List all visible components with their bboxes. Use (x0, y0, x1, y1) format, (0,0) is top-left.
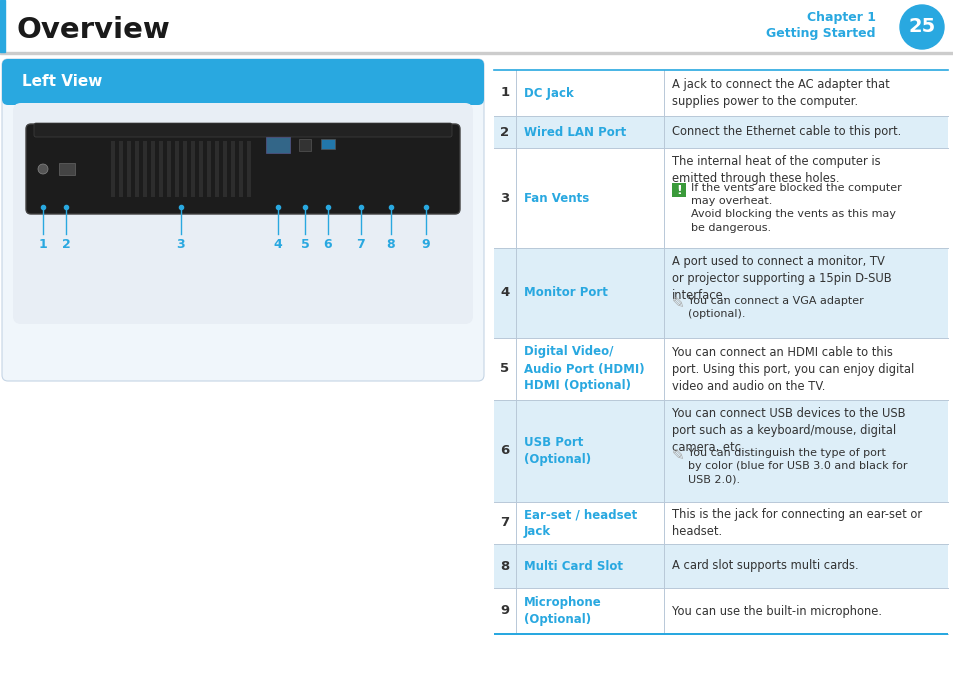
Bar (151, 141, 154, 197)
Bar (231, 141, 234, 197)
Text: Overview: Overview (16, 16, 170, 44)
Text: 9: 9 (500, 605, 509, 617)
Bar (119, 141, 123, 197)
Text: 5: 5 (300, 238, 309, 251)
Text: Microphone
(Optional): Microphone (Optional) (523, 596, 601, 626)
Text: Ear-set / headset
Jack: Ear-set / headset Jack (523, 508, 637, 538)
Bar (494, 116, 947, 148)
Text: Wired LAN Port: Wired LAN Port (523, 125, 625, 139)
Bar (135, 141, 139, 197)
Text: You can connect USB devices to the USB
port such as a keyboard/mouse, digital
ca: You can connect USB devices to the USB p… (671, 407, 904, 454)
Bar (494, 248, 947, 338)
FancyBboxPatch shape (13, 103, 473, 324)
Bar (494, 544, 947, 588)
Bar (239, 141, 243, 197)
Bar (494, 633, 947, 635)
Bar (320, 139, 335, 149)
Bar (494, 148, 947, 248)
Text: 5: 5 (500, 362, 509, 376)
Text: If the vents are blocked the computer
may overheat.
Avoid blocking the vents as : If the vents are blocked the computer ma… (690, 183, 901, 233)
Text: Left View: Left View (22, 74, 102, 89)
Bar (494, 588, 947, 634)
Text: You can connect an HDMI cable to this
port. Using this port, you can enjoy digit: You can connect an HDMI cable to this po… (671, 345, 913, 393)
Text: DC Jack: DC Jack (523, 87, 573, 100)
Text: 25: 25 (907, 18, 935, 37)
Bar (223, 141, 227, 197)
Bar (494, 70, 947, 116)
Bar (266, 137, 290, 153)
FancyBboxPatch shape (2, 59, 483, 105)
Text: 6: 6 (323, 238, 332, 251)
Text: 7: 7 (356, 238, 365, 251)
Text: Chapter 1: Chapter 1 (806, 12, 875, 24)
Bar (298, 139, 311, 151)
Text: Fan Vents: Fan Vents (523, 192, 589, 204)
Text: 1: 1 (500, 87, 509, 100)
Bar (247, 141, 251, 197)
Text: Getting Started: Getting Started (765, 28, 875, 41)
Text: 2: 2 (500, 125, 509, 139)
Bar (214, 141, 219, 197)
Text: A port used to connect a monitor, TV
or projector supporting a 15pin D-SUB
inter: A port used to connect a monitor, TV or … (671, 255, 891, 302)
Text: 1: 1 (38, 238, 48, 251)
Bar (167, 141, 171, 197)
Bar (0, 52, 953, 53)
Text: 8: 8 (386, 238, 395, 251)
Text: You can use the built-in microphone.: You can use the built-in microphone. (671, 605, 882, 617)
Text: Multi Card Slot: Multi Card Slot (523, 559, 622, 573)
Text: Digital Video/
Audio Port (HDMI)
HDMI (Optional): Digital Video/ Audio Port (HDMI) HDMI (O… (523, 345, 644, 393)
Text: 3: 3 (500, 192, 509, 204)
Text: 6: 6 (500, 445, 509, 458)
Text: ✎: ✎ (671, 296, 684, 311)
Text: 4: 4 (500, 286, 509, 299)
Text: !: ! (676, 183, 681, 196)
Bar (494, 400, 947, 502)
FancyBboxPatch shape (26, 124, 459, 214)
Text: 9: 9 (421, 238, 430, 251)
Text: Monitor Port: Monitor Port (523, 286, 607, 299)
Bar (0, 0, 5, 52)
FancyBboxPatch shape (2, 59, 483, 381)
Bar (111, 141, 115, 197)
Bar (207, 141, 211, 197)
Text: 4: 4 (274, 238, 282, 251)
Bar (127, 141, 131, 197)
Bar (671, 183, 685, 197)
Bar (183, 141, 187, 197)
Text: The internal heat of the computer is
emitted through these holes.: The internal heat of the computer is emi… (671, 155, 880, 185)
Text: This is the jack for connecting an ear-set or
headset.: This is the jack for connecting an ear-s… (671, 508, 922, 538)
Bar (494, 338, 947, 400)
Bar (199, 141, 203, 197)
Bar (59, 163, 75, 175)
Bar (174, 141, 179, 197)
Text: A card slot supports multi cards.: A card slot supports multi cards. (671, 559, 858, 573)
Bar (8, 82, 477, 101)
Text: Connect the Ethernet cable to this port.: Connect the Ethernet cable to this port. (671, 125, 901, 139)
Bar (191, 141, 194, 197)
Bar (494, 502, 947, 544)
Text: You can connect a VGA adapter
(optional).: You can connect a VGA adapter (optional)… (687, 296, 862, 319)
Text: 7: 7 (500, 517, 509, 529)
Text: 8: 8 (500, 559, 509, 573)
Text: ✎: ✎ (671, 448, 684, 463)
Circle shape (38, 164, 48, 174)
FancyBboxPatch shape (34, 123, 452, 137)
Circle shape (899, 5, 943, 49)
Text: A jack to connect the AC adapter that
supplies power to the computer.: A jack to connect the AC adapter that su… (671, 78, 889, 108)
Bar (159, 141, 163, 197)
Text: USB Port
(Optional): USB Port (Optional) (523, 436, 591, 466)
Bar (143, 141, 147, 197)
Text: You can distinguish the type of port
by color (blue for USB 3.0 and black for
US: You can distinguish the type of port by … (687, 448, 906, 485)
Text: 2: 2 (62, 238, 71, 251)
Text: 3: 3 (176, 238, 185, 251)
